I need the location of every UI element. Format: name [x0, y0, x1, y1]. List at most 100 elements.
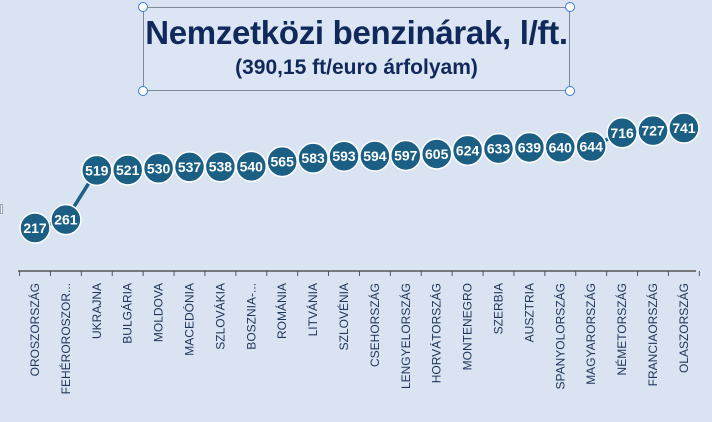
data-point[interactable]: 633: [482, 132, 515, 165]
data-point[interactable]: 639: [513, 131, 546, 164]
tick-layer: [19, 271, 700, 276]
data-label: 538: [209, 159, 233, 175]
data-point-marker: [451, 134, 484, 167]
data-point-marker: [328, 140, 360, 172]
data-point[interactable]: 540: [235, 150, 268, 183]
x-tick-label: FRANCIAORSZÁG: [645, 283, 660, 386]
data-point-marker: [235, 150, 268, 183]
data-point-marker: [266, 145, 298, 178]
data-label: 727: [641, 123, 665, 139]
data-point[interactable]: 261: [50, 203, 82, 236]
data-point-marker: [390, 139, 422, 172]
data-point-marker: [50, 203, 82, 236]
data-point[interactable]: 217: [19, 212, 51, 244]
x-tick-label: OROSZORSZÁG: [27, 283, 42, 376]
x-tick-label: FEHÉROROSZOR...: [58, 283, 73, 394]
data-label: 741: [672, 120, 696, 136]
data-point-marker: [668, 112, 700, 144]
x-tick-label: SZLOVÉNIA: [336, 283, 351, 350]
chart-subtitle: (390,15 ft/euro árfolyam): [235, 56, 478, 79]
data-point[interactable]: 593: [328, 140, 360, 172]
x-tick-label: HORVÁTORSZÁG: [429, 283, 444, 383]
x-tick-label: CSEHORSZÁG: [367, 283, 382, 367]
data-label: 594: [363, 148, 387, 164]
data-label: 624: [456, 142, 480, 158]
resize-handle-bottom-left[interactable]: [138, 86, 148, 96]
data-point[interactable]: 640: [544, 131, 577, 164]
data-point[interactable]: 521: [111, 154, 144, 186]
data-point[interactable]: 716: [606, 117, 638, 149]
data-label: 540: [240, 158, 264, 174]
resize-handle-bottom-right[interactable]: [565, 86, 575, 96]
x-tick-label: OLASZORSZÁG: [676, 283, 691, 373]
chart-title-box[interactable]: Nemzetközi benzinárak, l/ft. (390,15 ft/…: [143, 7, 570, 91]
x-tick-label: ROMÁNIA: [274, 283, 289, 339]
x-tick-label: MONTENEGRO: [461, 283, 475, 370]
data-label: 565: [271, 154, 295, 170]
data-point[interactable]: 624: [451, 134, 484, 167]
data-point-marker: [142, 152, 175, 185]
data-point-marker: [173, 151, 206, 183]
data-point-marker: [81, 154, 113, 187]
data-label: 597: [394, 147, 418, 163]
chart-title: Nemzetközi benzinárak, l/ft.: [145, 14, 568, 51]
data-label: 716: [610, 125, 634, 141]
data-label: 593: [332, 148, 356, 164]
data-point-marker: [204, 150, 237, 183]
data-label: 217: [23, 220, 47, 236]
data-label: 537: [178, 159, 202, 175]
data-point-marker: [19, 212, 51, 244]
x-tick-label: BULGÁRIA: [120, 283, 135, 344]
x-tick-label: UKRAJNA: [90, 283, 104, 339]
data-label: 519: [85, 162, 109, 178]
x-tick-label: SZERBIA: [492, 283, 506, 334]
data-label: 605: [425, 146, 449, 162]
x-tick-label: MOLDOVA: [152, 283, 166, 342]
resize-handle-top-right[interactable]: [565, 2, 575, 12]
x-tick-label: BOSZNIA-...: [244, 283, 258, 350]
x-tick-label: AUSZTRIA: [522, 283, 536, 342]
data-point-marker: [482, 132, 515, 165]
data-point[interactable]: 538: [204, 150, 237, 183]
data-label: 633: [487, 141, 511, 157]
data-point[interactable]: 565: [266, 145, 298, 178]
data-point-marker: [359, 140, 391, 172]
data-point[interactable]: 727: [637, 114, 669, 147]
data-point[interactable]: 583: [297, 142, 329, 174]
data-point-marker: [420, 138, 453, 170]
data-point[interactable]: 594: [359, 140, 391, 172]
resize-handle-top-left[interactable]: [138, 2, 148, 12]
data-label: 530: [147, 160, 171, 176]
data-point-marker: [513, 131, 546, 164]
x-tick-label: SPANYOLORSZÁG: [552, 283, 567, 389]
data-point[interactable]: 605: [420, 138, 453, 170]
data-label: 639: [518, 139, 542, 155]
data-point[interactable]: 741: [668, 112, 700, 144]
data-label: 521: [116, 162, 140, 178]
data-point[interactable]: 537: [173, 151, 206, 183]
selection-edge-marker[interactable]: [0, 204, 3, 214]
data-label: 640: [549, 139, 573, 155]
data-point-marker: [111, 154, 144, 186]
data-point-marker: [637, 114, 669, 147]
data-point-marker: [544, 131, 577, 164]
x-tick-label: NÉMETORSZÁG: [614, 283, 629, 375]
x-tick-labels: OROSZORSZÁG FEHÉROROSZOR... UKRAJNA BULGÁRI…: [27, 283, 691, 394]
x-tick-label: MAGYARORSZÁG: [583, 283, 598, 385]
data-label: 644: [580, 139, 604, 155]
data-label: 261: [54, 212, 78, 228]
marker-layer: 217 261 519 521 530 537 538 540 565 583 593 594 597 6…: [19, 112, 700, 244]
data-point[interactable]: 597: [390, 139, 422, 172]
x-tick-label: LENGYELORSZÁG: [398, 283, 413, 389]
x-tick-label: LITVÁNIA: [305, 283, 320, 336]
data-point[interactable]: 530: [142, 152, 175, 185]
data-point-marker: [297, 142, 329, 174]
data-point[interactable]: 519: [81, 154, 113, 187]
x-tick-label: SZLOVÁKIA: [212, 283, 227, 350]
data-label: 583: [301, 150, 325, 166]
data-point[interactable]: 644: [575, 130, 607, 163]
data-point-marker: [606, 117, 638, 149]
x-tick-label: MACEDÓNIA: [182, 283, 197, 356]
data-point-marker: [575, 130, 607, 163]
